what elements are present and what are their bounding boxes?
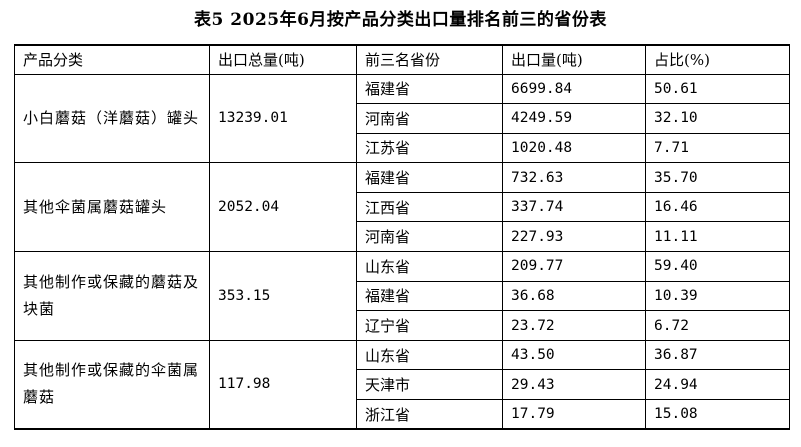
province-cell: 辽宁省 [356,310,503,341]
header-volume: 出口量(吨) [502,44,646,75]
volume-cell: 17.79 [502,399,646,431]
volume-cell: 1020.48 [502,132,646,164]
province-cell: 福建省 [356,280,503,312]
volume-cell: 337.74 [502,191,646,223]
share-cell: 32.10 [645,103,790,134]
header-total: 出口总量(吨) [209,44,357,75]
volume-cell: 4249.59 [502,103,646,134]
category-cell: 其他伞菌属蘑菇罐头 [14,162,210,253]
volume-cell: 732.63 [502,162,646,193]
header-category: 产品分类 [14,44,210,75]
share-cell: 50.61 [645,73,790,105]
province-cell: 浙江省 [356,399,503,431]
table-row: 辽宁省 23.72 6.72 [15,310,790,341]
province-cell: 江西省 [356,191,503,223]
table-row: 河南省 4249.59 32.10 [15,103,790,134]
province-cell: 福建省 [356,73,503,105]
share-cell: 15.08 [645,399,790,431]
category-cell: 小白蘑菇（洋蘑菇）罐头 [14,73,210,164]
table-row: 其他制作或保藏的蘑菇及块菌 353.15 山东省 209.77 59.40 [14,251,790,341]
header-province: 前三名省份 [356,44,503,75]
province-cell: 天津市 [356,369,503,401]
volume-cell: 209.77 [502,251,646,282]
table-row: 其他伞菌属蘑菇罐头 2052.04 福建省 732.63 35.70 [14,162,790,253]
province-cell: 福建省 [356,162,503,193]
table-row: 天津市 29.43 24.94 [15,369,790,401]
header-row: 产品分类 出口总量(吨) 前三名省份 出口量(吨) 占比(%) [14,44,790,75]
share-cell: 10.39 [645,280,790,312]
category-cell: 其他制作或保藏的蘑菇及块菌 [14,251,210,341]
volume-cell: 36.68 [502,280,646,312]
share-cell: 35.70 [645,162,790,193]
table-row: 河南省 227.93 11.11 [15,221,790,253]
category-cell: 其他制作或保藏的伞菌属蘑菇 [14,339,210,431]
share-cell: 59.40 [645,251,790,282]
share-cell: 16.46 [645,191,790,223]
volume-cell: 23.72 [502,310,646,341]
table-row: 江西省 337.74 16.46 [15,191,790,223]
table-row: 小白蘑菇（洋蘑菇）罐头 13239.01 福建省 6699.84 50.61 [14,73,790,164]
table-row: 其他制作或保藏的伞菌属蘑菇 117.98 山东省 43.50 36.87 [14,339,790,431]
total-cell: 13239.01 [209,73,357,164]
total-cell: 2052.04 [209,162,357,253]
province-cell: 山东省 [356,251,503,282]
share-cell: 36.87 [645,339,790,371]
share-cell: 6.72 [645,310,790,341]
volume-cell: 43.50 [502,339,646,371]
province-cell: 江苏省 [356,132,503,164]
volume-cell: 6699.84 [502,73,646,105]
share-cell: 7.71 [645,132,790,164]
header-share: 占比(%) [645,44,790,75]
share-cell: 11.11 [645,221,790,253]
province-cell: 山东省 [356,339,503,371]
total-cell: 353.15 [209,251,357,341]
province-cell: 河南省 [356,103,503,134]
total-cell: 117.98 [209,339,357,431]
table-row: 浙江省 17.79 15.08 [15,399,790,431]
volume-cell: 29.43 [502,369,646,401]
table-row: 福建省 36.68 10.39 [15,280,790,312]
table-title: 表5 2025年6月按产品分类出口量排名前三的省份表 [194,10,607,30]
table-row: 江苏省 1020.48 7.71 [15,132,790,164]
province-cell: 河南省 [356,221,503,253]
volume-cell: 227.93 [502,221,646,253]
share-cell: 24.94 [645,369,790,401]
export-table: 产品分类 出口总量(吨) 前三名省份 出口量(吨) 占比(%) 小白蘑菇（洋蘑菇… [14,44,790,431]
